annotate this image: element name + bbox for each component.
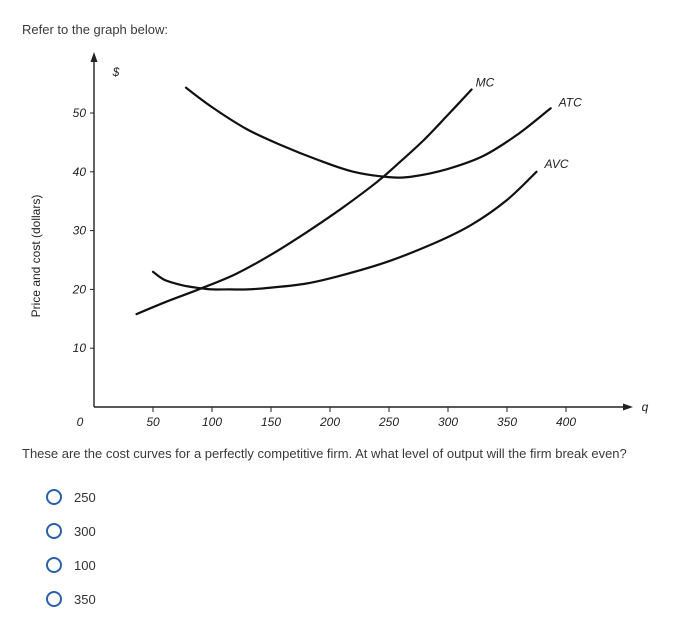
atc-curve-label: ATC	[558, 95, 582, 109]
y-unit-label: $	[112, 65, 120, 79]
cost-curves-chart: 50 100 150 200 250 300 350 400 10 20 30 40 50 MC ATC…	[29, 52, 649, 429]
y-tick-label: 40	[73, 165, 87, 179]
answer-option-label: 300	[74, 523, 96, 539]
x-tick-label: 350	[497, 415, 517, 429]
x-tick-group: 50 100 150 200 250 300 350 400	[146, 407, 576, 429]
curve-group	[135, 86, 552, 316]
axes	[90, 52, 633, 411]
radio-icon[interactable]	[46, 523, 62, 539]
y-tick-group: 10 20 30 40 50	[72, 106, 94, 355]
y-tick-label: 20	[72, 282, 87, 296]
x-tick-label: 250	[378, 415, 399, 429]
radio-icon[interactable]	[46, 591, 62, 607]
answer-option-4[interactable]: 350	[46, 588, 96, 610]
curve-label-group: MC ATC AVC	[476, 75, 583, 170]
x-axis-symbol: q	[642, 400, 649, 414]
answer-option-1[interactable]: 250	[46, 486, 96, 508]
y-axis-arrowhead	[90, 52, 98, 62]
y-tick-label: 30	[73, 224, 87, 238]
mc-curve-label: MC	[476, 75, 495, 89]
x-tick-label: 400	[556, 415, 576, 429]
x-tick-label: 200	[319, 415, 340, 429]
radio-icon[interactable]	[46, 557, 62, 573]
y-tick-label: 10	[73, 341, 87, 355]
x-tick-label: 50	[146, 415, 160, 429]
y-tick-label: 50	[73, 106, 87, 120]
answer-option-label: 250	[74, 489, 96, 505]
question-text: These are the cost curves for a perfectl…	[22, 446, 627, 461]
answer-option-3[interactable]: 100	[46, 554, 96, 576]
answer-option-label: 100	[74, 557, 96, 573]
avc-curve	[151, 170, 538, 291]
answer-option-2[interactable]: 300	[46, 520, 96, 542]
x-tick-label: 300	[438, 415, 458, 429]
answer-option-label: 350	[74, 591, 96, 607]
x-axis-arrowhead	[623, 403, 633, 411]
answer-options: 250 300 100 350	[46, 486, 96, 622]
question-prompt: Refer to the graph below:	[22, 22, 168, 37]
atc-curve	[184, 86, 552, 179]
avc-curve-label: AVC	[544, 157, 569, 171]
y-axis-title: Price and cost (dollars)	[29, 195, 43, 318]
origin-label: 0	[77, 415, 84, 429]
mc-curve	[135, 88, 473, 316]
x-tick-label: 100	[202, 415, 222, 429]
x-tick-label: 150	[261, 415, 281, 429]
radio-icon[interactable]	[46, 489, 62, 505]
